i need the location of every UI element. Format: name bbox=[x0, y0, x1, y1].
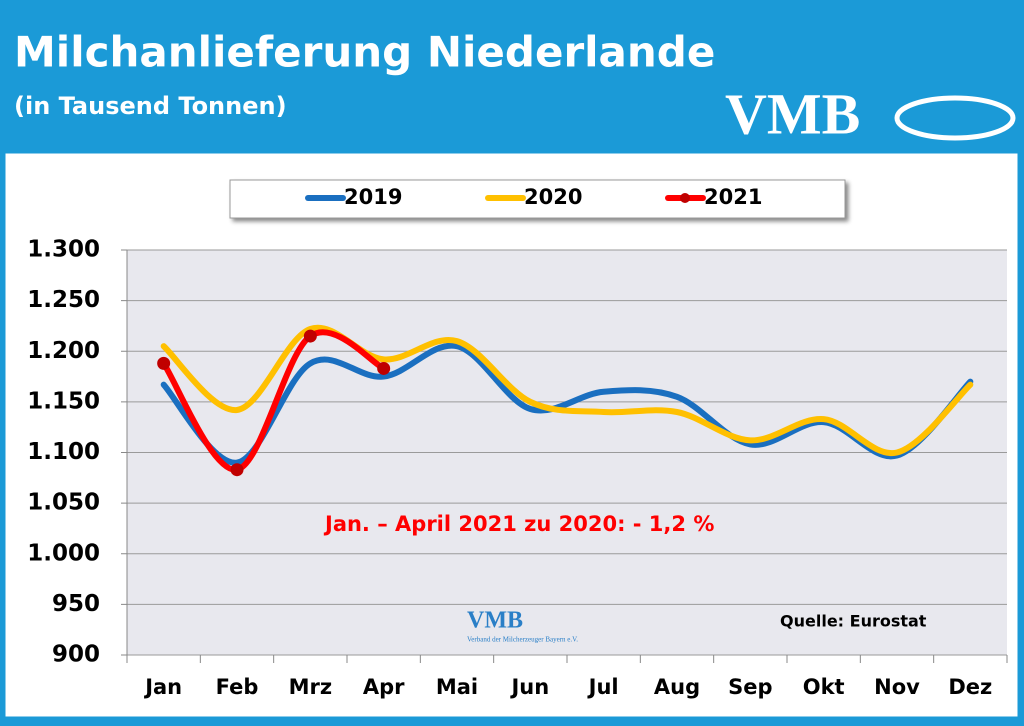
logo: VMB bbox=[725, 81, 860, 146]
x-tick-label: Dez bbox=[948, 675, 992, 699]
legend-label: 2021 bbox=[704, 185, 762, 209]
chart-subtitle: (in Tausend Tonnen) bbox=[14, 92, 287, 120]
logo-swoosh bbox=[894, 95, 1016, 141]
y-tick-label: 1.150 bbox=[27, 388, 100, 414]
x-tick-label: Jun bbox=[509, 675, 549, 699]
x-tick-label: Sep bbox=[728, 675, 772, 699]
series-marker bbox=[303, 329, 317, 343]
logo-caption: Verband der Milcherzeuger Bayern e.V. bbox=[467, 636, 578, 644]
x-tick-label: Nov bbox=[874, 675, 920, 699]
y-tick-label: 1.300 bbox=[27, 237, 100, 263]
series-line bbox=[160, 329, 387, 473]
x-tick-label: Mrz bbox=[289, 675, 332, 699]
annotation: Jan. – April 2021 zu 2020: - 1,2 % bbox=[323, 512, 714, 536]
logo-small: VMB bbox=[467, 608, 523, 634]
x-tick-label: Mai bbox=[436, 675, 478, 699]
y-tick-label: 900 bbox=[52, 642, 100, 668]
series-line bbox=[160, 324, 974, 457]
y-tick-label: 1.050 bbox=[27, 490, 100, 516]
y-tick-label: 1.200 bbox=[27, 338, 100, 364]
x-tick-label: Apr bbox=[363, 675, 405, 699]
source: Quelle: Eurostat bbox=[780, 612, 927, 631]
legend-label: 2020 bbox=[524, 185, 582, 209]
x-tick-label: Jan bbox=[143, 675, 182, 699]
y-tick-label: 1.250 bbox=[27, 287, 100, 313]
x-tick-label: Jul bbox=[587, 675, 619, 699]
y-tick-label: 1.000 bbox=[27, 540, 100, 566]
legend-marker bbox=[680, 193, 690, 203]
series-marker bbox=[157, 356, 171, 370]
chart-title: Milchanlieferung Niederlande bbox=[14, 28, 715, 77]
series-marker bbox=[230, 463, 244, 477]
y-tick-label: 1.100 bbox=[27, 439, 100, 465]
series-marker bbox=[377, 361, 391, 375]
x-tick-label: Okt bbox=[803, 675, 845, 699]
y-tick-label: 950 bbox=[52, 591, 100, 617]
x-tick-label: Feb bbox=[216, 675, 259, 699]
legend-label: 2019 bbox=[344, 185, 402, 209]
x-tick-label: Aug bbox=[654, 675, 700, 699]
